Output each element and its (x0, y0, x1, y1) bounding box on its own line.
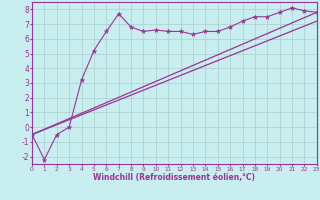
X-axis label: Windchill (Refroidissement éolien,°C): Windchill (Refroidissement éolien,°C) (93, 173, 255, 182)
